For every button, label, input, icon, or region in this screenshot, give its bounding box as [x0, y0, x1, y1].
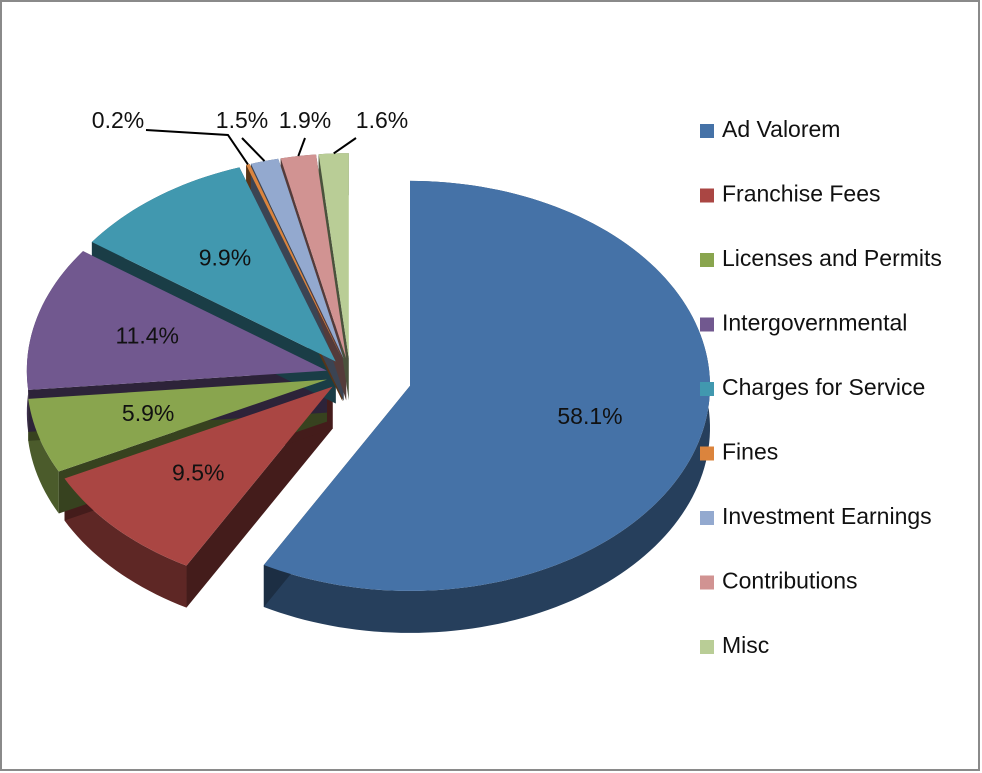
legend-swatch — [700, 640, 714, 654]
slice-side — [28, 398, 59, 514]
slice-side — [64, 478, 187, 608]
data-label: 9.5% — [172, 460, 224, 486]
legend-label: Franchise Fees — [722, 181, 881, 207]
legend-swatch — [700, 253, 714, 267]
data-label: 58.1% — [557, 403, 622, 429]
leader-line — [241, 137, 266, 162]
data-label: 5.9% — [122, 400, 174, 426]
legend-swatch — [700, 382, 714, 396]
legend-label: Investment Earnings — [722, 503, 932, 529]
legend-swatch — [700, 317, 714, 332]
slice — [250, 158, 344, 359]
leader-line — [145, 129, 249, 166]
legend-swatch — [700, 124, 714, 138]
data-label: 9.9% — [199, 244, 251, 270]
slice — [64, 386, 333, 566]
legend-swatch — [700, 575, 714, 590]
legend-label: Licenses and Permits — [722, 245, 942, 271]
slice — [28, 379, 327, 472]
leader-line — [333, 137, 357, 155]
data-label: 1.6% — [356, 107, 408, 133]
slice — [280, 154, 347, 359]
data-label: 1.9% — [279, 107, 331, 133]
legend-swatch — [700, 511, 714, 525]
slice — [263, 180, 710, 591]
data-label: 1.5% — [216, 107, 268, 133]
legend-label: Charges for Service — [722, 374, 925, 400]
slice — [318, 153, 349, 359]
data-labels: 58.1% 9.5% 5.9% 11.4% 9.9% 0.2% 1.5% 1.9% 1.6% — [92, 107, 623, 485]
legend: Ad Valorem Franchise Fees Licenses and Per… — [700, 116, 942, 658]
legend-swatch — [700, 188, 714, 203]
slice — [246, 164, 343, 360]
slice-side — [263, 180, 710, 633]
legend-swatch — [700, 446, 714, 461]
data-label: 0.2% — [92, 107, 144, 133]
slice — [91, 167, 336, 362]
slice-side — [186, 386, 333, 608]
legend-label: Misc — [722, 632, 769, 658]
legend-label: Contributions — [722, 568, 858, 594]
legend-label: Fines — [722, 439, 778, 465]
leader-line — [297, 137, 306, 157]
legend-label: Ad Valorem — [722, 116, 840, 142]
data-label: 11.4% — [116, 323, 180, 349]
legend-label: Intergovernmental — [722, 310, 907, 336]
slice-tops — [26, 153, 710, 591]
slice — [26, 251, 327, 390]
